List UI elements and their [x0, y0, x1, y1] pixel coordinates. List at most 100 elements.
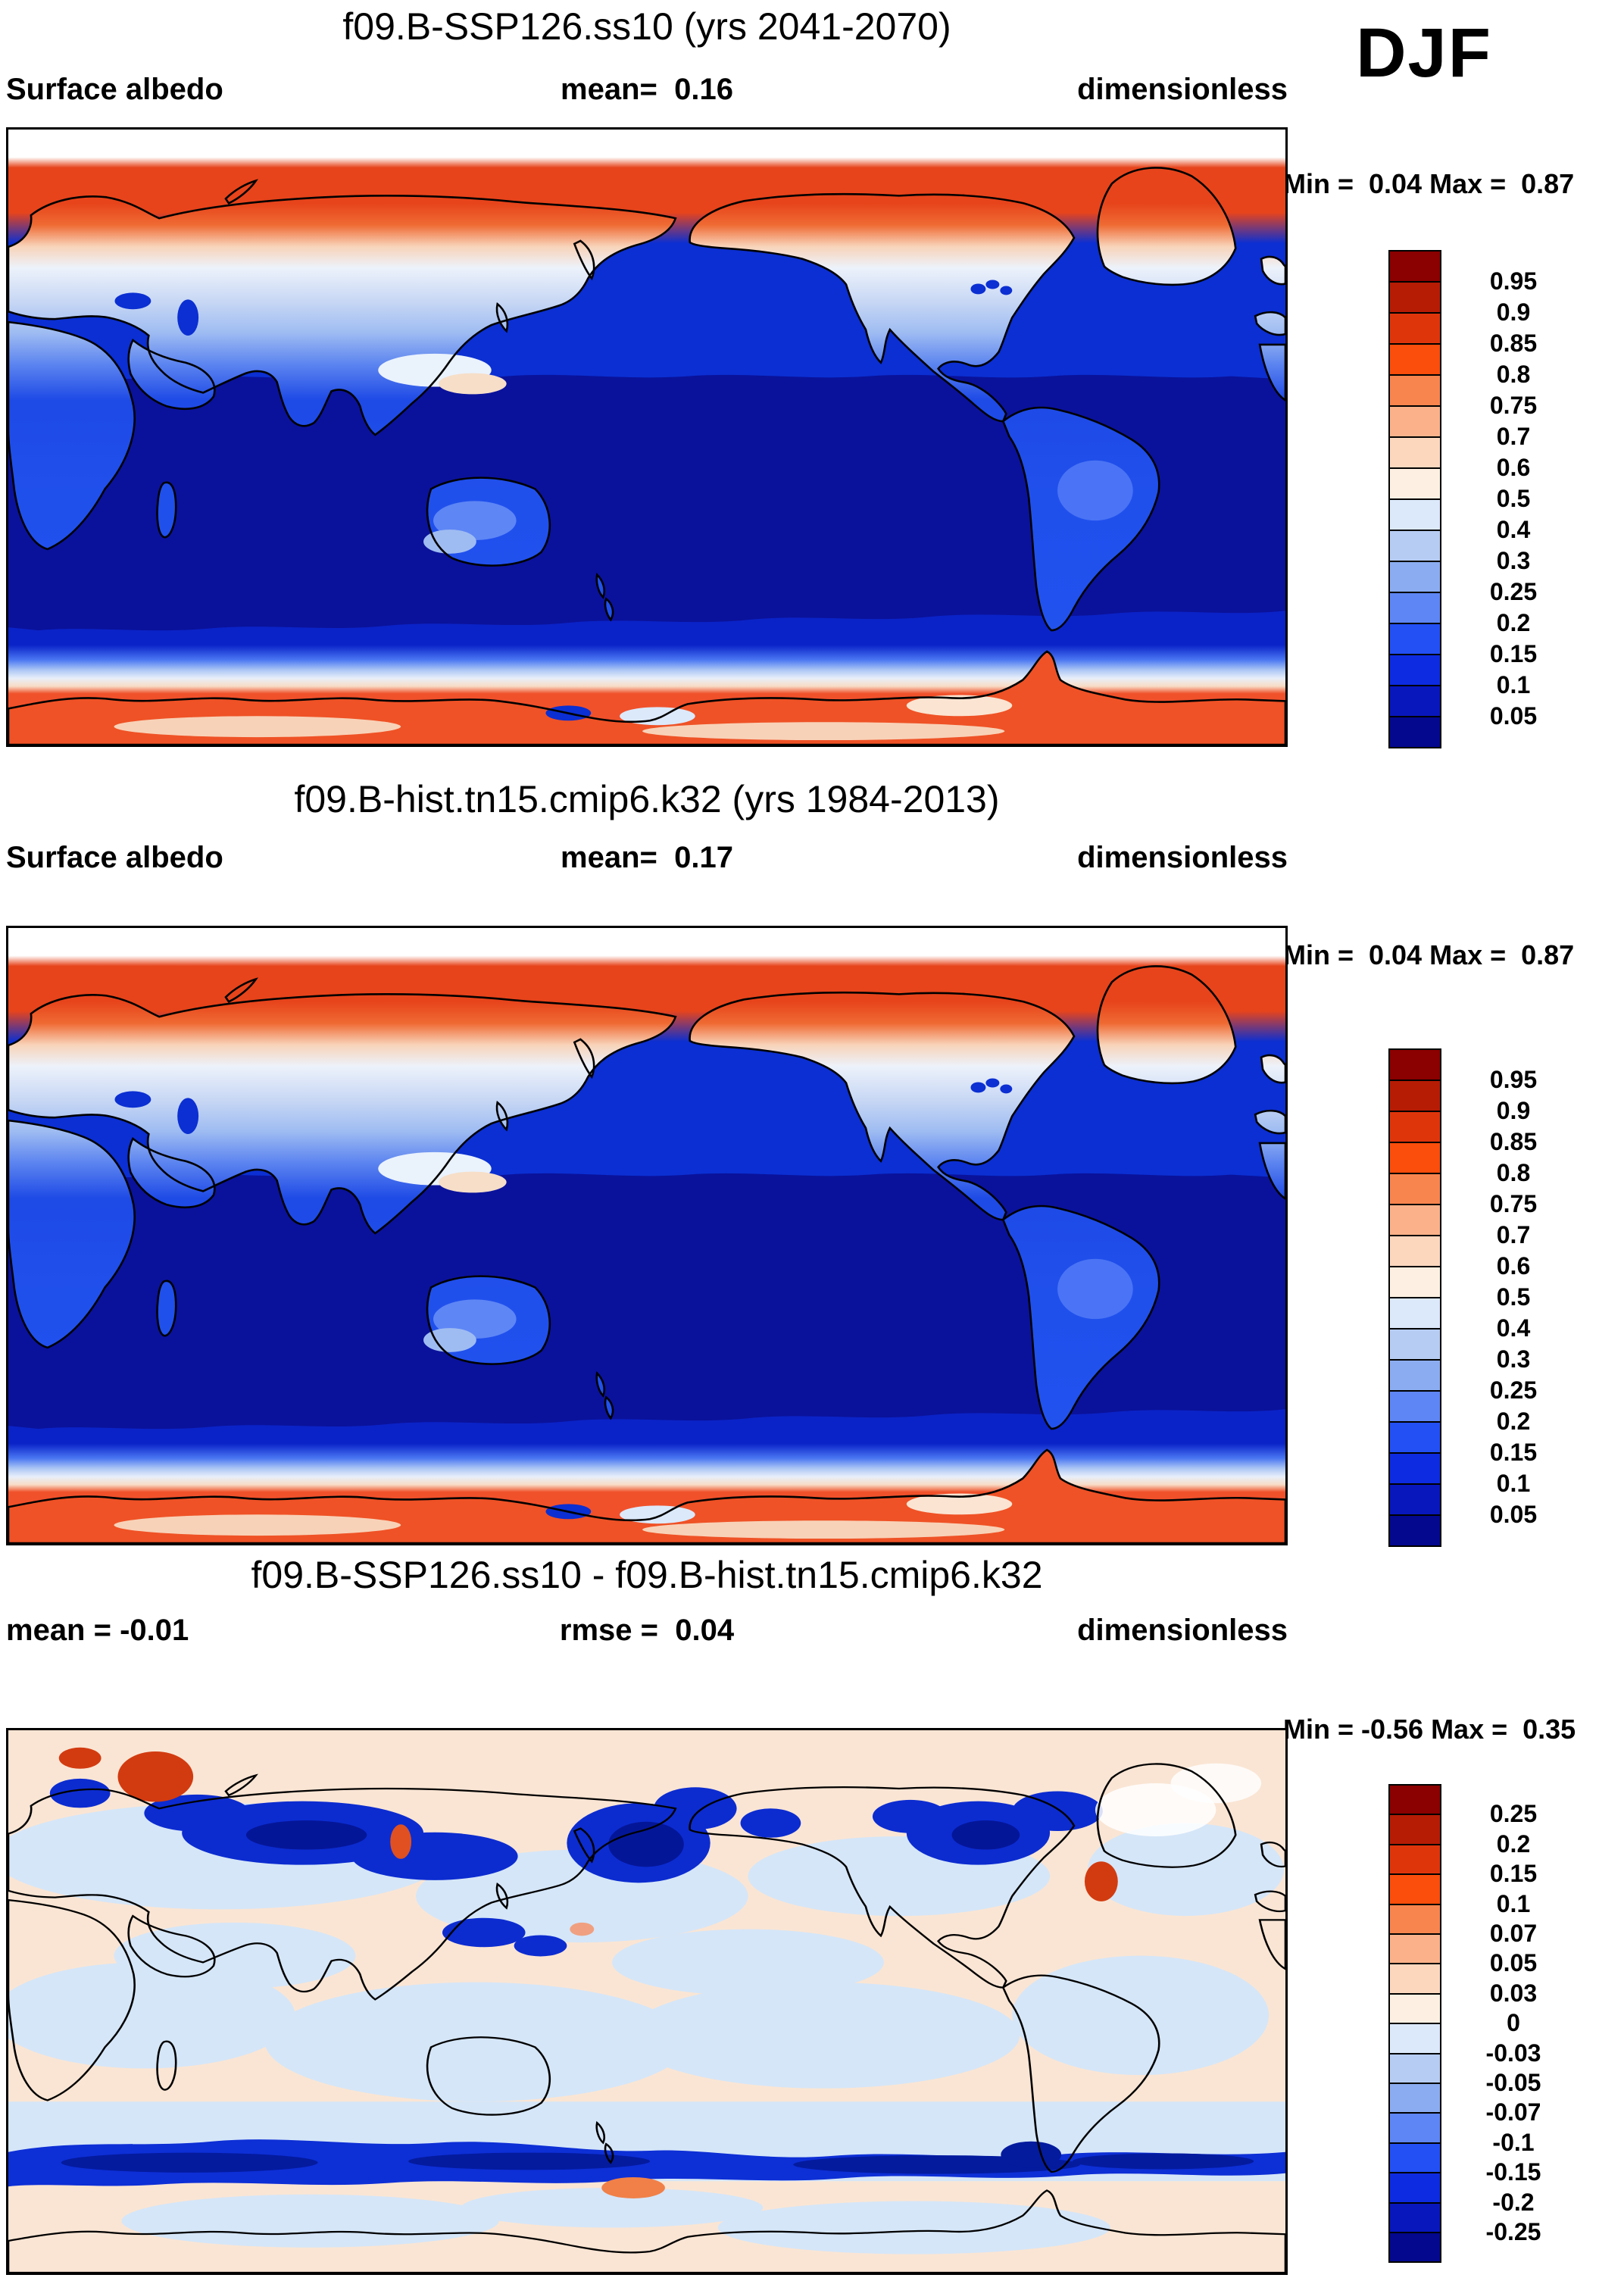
colorbar-box — [1388, 654, 1441, 686]
map-albedo-scenario — [6, 127, 1288, 747]
colorbar-box — [1388, 1903, 1441, 1935]
colorbar-tick-label: 0.2 — [1496, 1408, 1531, 1435]
diff-positive-patches — [58, 1747, 1118, 2198]
colorbar-box — [1388, 2112, 1441, 2144]
colorbar-tick-label: -0.03 — [1485, 2039, 1541, 2067]
colorbar-box — [1388, 467, 1441, 500]
season-label: DJF — [1356, 14, 1492, 92]
colorbar-box — [1388, 1048, 1441, 1081]
panel3-title: f09.B-SSP126.ss10 - f09.B-hist.tn15.cmip… — [251, 1554, 1043, 1596]
colorbar-tick-label: 0.25 — [1489, 1800, 1538, 1828]
colorbar-box — [1388, 1235, 1441, 1267]
colorbar-box — [1388, 1359, 1441, 1392]
diff-negative-cores — [245, 1820, 1020, 1867]
colorbar-tick-label: 0.15 — [1489, 640, 1538, 667]
colorbar-tick-label: 0.1 — [1496, 1470, 1531, 1497]
colorbar-tick-label: 0.6 — [1496, 1252, 1531, 1280]
panel2-mean-label: mean= 0.17 — [561, 841, 733, 874]
colorbar-box — [1388, 1483, 1441, 1516]
colorbar-box — [1388, 281, 1441, 314]
colorbar-tick-label: 0.5 — [1496, 1283, 1531, 1311]
colorbar-box — [1388, 561, 1441, 593]
colorbar-box — [1388, 2172, 1441, 2204]
colorbar-tick-label: 0.95 — [1489, 1066, 1538, 1093]
colorbar-tick-label: 0.4 — [1496, 1314, 1531, 1342]
colorbar-box — [1388, 2201, 1441, 2233]
world-map-svg — [8, 928, 1285, 1543]
colorbar-tick-label: 0.2 — [1496, 609, 1531, 636]
colorbar-box — [1388, 498, 1441, 531]
colorbar-tick-label: 0.95 — [1489, 267, 1538, 295]
panel1-title: f09.B-SSP126.ss10 (yrs 2041-2070) — [342, 5, 951, 48]
panel2-title: f09.B-hist.tn15.cmip6.k32 (yrs 1984-2013… — [294, 778, 1000, 820]
panel2-variable-label: Surface albedo — [6, 841, 223, 874]
panel1-mean-label: mean= 0.16 — [561, 73, 733, 106]
colorbar-box — [1388, 1421, 1441, 1454]
panel3-mean-label: mean = -0.01 — [6, 1614, 189, 1647]
colorbar-box — [1388, 1173, 1441, 1205]
colorbar-box — [1388, 2142, 1441, 2174]
colorbar-box — [1388, 1784, 1441, 1816]
colorbar-box — [1388, 1814, 1441, 1845]
colorbar-tick-label: 0.1 — [1496, 1889, 1531, 1917]
colorbar-tick-label: 0.03 — [1489, 1979, 1538, 2007]
colorbar-box — [1388, 2023, 1441, 2054]
panel1-units-label: dimensionless — [1077, 73, 1288, 106]
map-albedo-difference — [6, 1728, 1288, 2275]
map-albedo-historical — [6, 926, 1288, 1545]
panel3-units-label: dimensionless — [1077, 1614, 1288, 1647]
colorbar-box — [1388, 623, 1441, 655]
colorbar-tick-label: -0.05 — [1485, 2069, 1541, 2096]
colorbar-box — [1388, 1266, 1441, 1298]
colorbar-tick-label: 0.2 — [1496, 1829, 1531, 1858]
colorbar-tick-label: 0.3 — [1496, 1345, 1531, 1373]
colorbar-box — [1388, 685, 1441, 717]
colorbar-tick-label: 0.9 — [1496, 298, 1531, 326]
panel2-units-label: dimensionless — [1077, 841, 1288, 874]
colorbar-box — [1388, 2232, 1441, 2264]
panel3-rmse-label: rmse = 0.04 — [559, 1614, 735, 1647]
colorbar-box — [1388, 1328, 1441, 1361]
colorbar-box — [1388, 1142, 1441, 1174]
colorbar-box — [1388, 250, 1441, 283]
colorbar-box — [1388, 1933, 1441, 1965]
colorbar-box — [1388, 1111, 1441, 1143]
colorbar-tick-label: 0.9 — [1496, 1097, 1531, 1124]
world-map-svg — [8, 130, 1285, 745]
diff-southern-band-cores — [61, 2141, 1254, 2174]
colorbar-tick-label: 0.85 — [1489, 1128, 1538, 1155]
colorbar-tick-label: 0.8 — [1496, 1159, 1531, 1186]
colorbar-box — [1388, 1204, 1441, 1236]
colorbar-tick-label: -0.25 — [1485, 2218, 1541, 2245]
colorbar-tick-label: 0.6 — [1496, 454, 1531, 481]
colorbar-box — [1388, 1390, 1441, 1423]
colorbar-box — [1388, 374, 1441, 407]
panel3-minmax: Min = -0.56 Max = 0.35 — [1283, 1714, 1576, 1745]
diff-missing-white-patches — [1095, 1763, 1262, 1837]
colorbar-box — [1388, 1992, 1441, 2025]
colorbar-tick-label: -0.2 — [1492, 2188, 1535, 2216]
colorbar-box — [1388, 592, 1441, 624]
colorbar-tick-label: 0.75 — [1489, 1190, 1538, 1217]
colorbar-tick-label: 0 — [1507, 2009, 1520, 2037]
colorbar-box — [1388, 1080, 1441, 1112]
colorbar-box — [1388, 2083, 1441, 2114]
colorbar-tick-label: 0.15 — [1489, 1439, 1538, 1466]
colorbar-box — [1388, 1514, 1441, 1547]
colorbar-box — [1388, 1963, 1441, 1995]
colorbar-tick-label: 0.05 — [1489, 1949, 1538, 1977]
panel1-minmax: Min = 0.04 Max = 0.87 — [1283, 168, 1575, 199]
colorbar-box — [1388, 2052, 1441, 2084]
colorbar-box — [1388, 1843, 1441, 1876]
colorbar-box — [1388, 1297, 1441, 1330]
colorbar-box — [1388, 1452, 1441, 1485]
colorbar-tick-label: 0.25 — [1489, 578, 1538, 605]
panel2-minmax: Min = 0.04 Max = 0.87 — [1283, 939, 1575, 970]
colorbar-tick-label: -0.15 — [1485, 2158, 1541, 2186]
colorbar-tick-label: 0.05 — [1489, 702, 1538, 730]
colorbar-tick-label: 0.8 — [1496, 361, 1531, 388]
colorbar-box — [1388, 405, 1441, 438]
colorbar-box — [1388, 343, 1441, 376]
colorbar-tick-label: -0.07 — [1485, 2098, 1541, 2126]
